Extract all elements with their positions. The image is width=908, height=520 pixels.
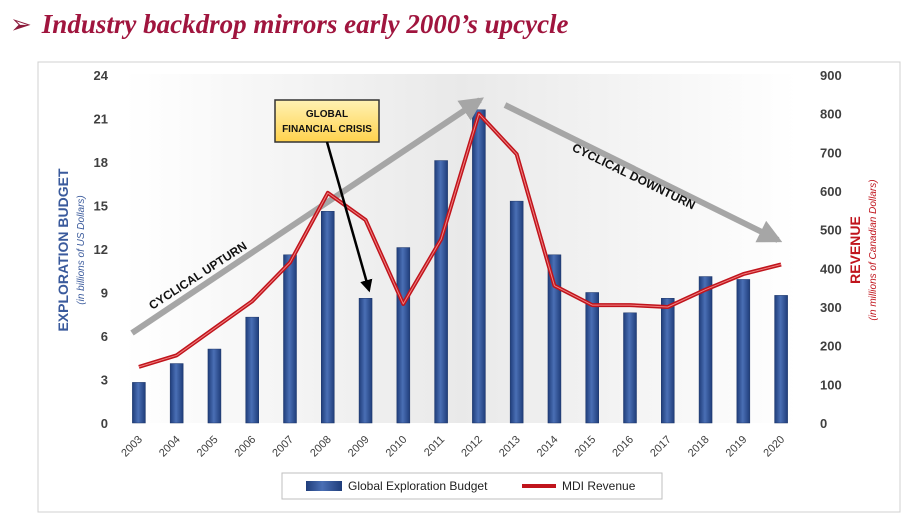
left-tick-label: 21 — [94, 112, 108, 127]
left-tick-label: 15 — [94, 199, 108, 214]
left-axis-ticks: 0 3 6 9 12 15 18 21 24 — [94, 68, 109, 431]
bar-2005 — [207, 348, 222, 424]
callout-arrow — [325, 141, 373, 293]
callout-line-1: GLOBAL — [306, 109, 348, 120]
right-axis-title: REVENUE — [847, 216, 863, 284]
bar-2011 — [434, 160, 448, 424]
slide-title: ➢ Industry backdrop mirrors early 2000’s… — [10, 4, 569, 44]
right-tick-label: 400 — [820, 261, 842, 276]
left-tick-label: 12 — [94, 242, 108, 257]
plot-area — [125, 74, 797, 423]
bar-2009 — [358, 298, 373, 424]
left-tick-label: 24 — [94, 68, 109, 83]
bar-2018 — [698, 276, 713, 424]
legend-box — [281, 472, 663, 500]
bar-2017 — [661, 298, 675, 424]
bar-2015 — [585, 292, 599, 424]
left-tick-label: 9 — [101, 286, 108, 301]
financial-crisis-callout: GLOBAL FINANCIAL CRISIS — [274, 99, 380, 293]
right-tick-label: 300 — [820, 300, 842, 315]
right-axis-ticks: 0 100 200 300 400 500 600 700 800 900 — [820, 68, 842, 431]
bar-2014 — [547, 254, 562, 424]
left-axis-title: EXPLORATION BUDGET — [55, 168, 71, 332]
left-axis-subtitle: (in billions of US Dollars) — [76, 195, 87, 304]
left-tick-label: 3 — [101, 373, 108, 388]
downturn-arrow — [503, 102, 783, 243]
left-tick-label: 18 — [94, 155, 108, 170]
mdi-revenue-line-highlight — [138, 113, 782, 368]
bar-2003 — [132, 382, 146, 424]
right-tick-label: 500 — [820, 223, 842, 238]
legend-bar-swatch — [306, 481, 342, 491]
right-axis-subtitle: (in millions of Canadian Dollars) — [868, 179, 879, 320]
slide-title-text: Industry backdrop mirrors early 2000’s u… — [41, 8, 569, 39]
bar-2008 — [321, 211, 335, 424]
callout-box — [274, 99, 380, 143]
callout-line-2: FINANCIAL CRISIS — [282, 124, 372, 135]
legend-bar-label: Global Exploration Budget — [348, 479, 488, 493]
left-tick-label: 6 — [101, 329, 108, 344]
right-tick-label: 700 — [820, 145, 842, 160]
bar-2019 — [736, 279, 751, 424]
cycle-arrows — [130, 97, 783, 336]
bar-2006 — [245, 316, 259, 424]
right-tick-label: 200 — [820, 339, 842, 354]
bar-2004 — [169, 363, 184, 424]
right-tick-label: 900 — [820, 68, 842, 83]
bar-2012 — [472, 109, 486, 424]
bar-2020 — [774, 295, 788, 424]
legend: Global Exploration Budget MDI Revenue — [281, 472, 663, 500]
left-tick-label: 0 — [101, 416, 108, 431]
right-tick-label: 100 — [820, 377, 842, 392]
right-tick-label: 800 — [820, 107, 842, 122]
right-tick-label: 0 — [820, 416, 827, 431]
bullet-arrow-icon: ➢ — [10, 9, 32, 39]
bar-2007 — [283, 254, 297, 424]
right-tick-label: 600 — [820, 184, 842, 199]
exploration-budget-bars — [132, 109, 788, 424]
bar-2013 — [509, 200, 524, 424]
legend-line-label: MDI Revenue — [562, 479, 636, 493]
bar-2010 — [396, 247, 411, 424]
upturn-arrow — [130, 97, 484, 336]
bar-2016 — [623, 312, 637, 424]
